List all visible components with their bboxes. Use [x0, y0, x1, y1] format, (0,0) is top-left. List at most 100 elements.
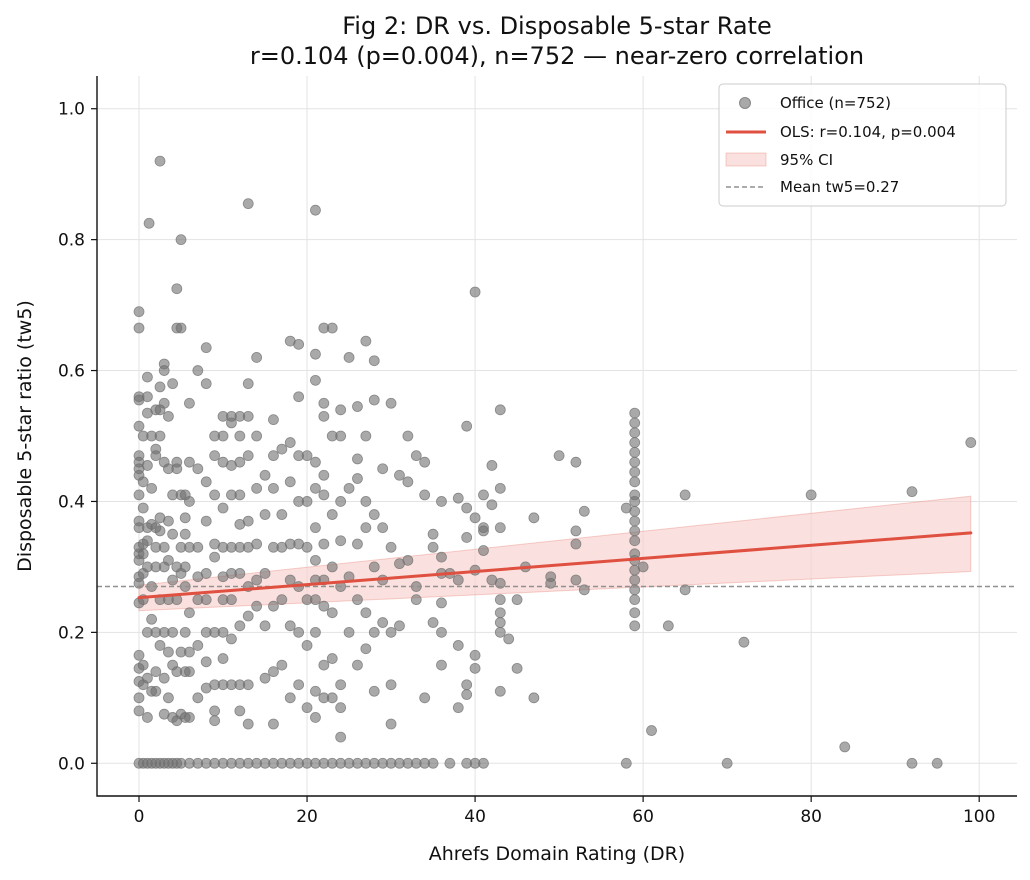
data-point-412 [629, 427, 641, 439]
data-point-194 [242, 410, 254, 422]
data-point-443 [931, 757, 943, 769]
data-point-370 [469, 286, 481, 298]
data-point-402 [570, 456, 582, 468]
data-point-353 [436, 551, 447, 563]
data-point-16 [133, 577, 145, 589]
data-point-379 [478, 545, 489, 556]
data-point-140 [200, 342, 212, 354]
data-point-208 [251, 600, 263, 612]
data-point-182 [234, 430, 246, 442]
data-point-92 [167, 528, 179, 540]
data-point-321 [377, 463, 389, 475]
data-point-4 [133, 420, 145, 432]
data-point-362 [452, 640, 464, 651]
data-point-296 [343, 482, 355, 494]
data-point-398 [528, 692, 540, 704]
ols-line-group [137, 531, 973, 600]
data-point-308 [360, 430, 372, 442]
data-point-93 [167, 574, 179, 586]
data-point-338 [402, 554, 414, 566]
data-point-422 [629, 525, 641, 537]
data-point-232 [284, 476, 296, 488]
data-point-410 [629, 407, 641, 419]
data-point-203 [251, 352, 263, 363]
data-point-184 [234, 489, 246, 501]
data-point-167 [217, 626, 229, 638]
legend-label-ols: OLS: r=0.104, p=0.004 [780, 123, 956, 141]
data-point-239 [293, 391, 305, 403]
x-tick-label-2: 40 [464, 807, 486, 827]
data-point-147 [200, 656, 212, 668]
data-point-314 [368, 355, 380, 367]
data-point-368 [461, 689, 473, 700]
data-point-161 [217, 430, 229, 442]
data-point-199 [242, 610, 254, 622]
data-point-222 [268, 718, 279, 730]
data-point-116 [179, 512, 191, 524]
data-point-193 [242, 378, 254, 390]
data-point-393 [503, 633, 515, 645]
data-point-201 [242, 718, 254, 730]
data-point-248 [301, 496, 313, 507]
data-point-128 [184, 646, 195, 658]
data-point-315 [368, 394, 380, 406]
data-point-61 [150, 685, 162, 697]
data-point-154 [209, 551, 221, 563]
data-point-373 [469, 649, 481, 661]
data-point-329 [385, 679, 397, 691]
data-point-238 [293, 338, 305, 350]
data-point-317 [368, 561, 380, 573]
data-point-332 [394, 469, 405, 481]
data-point-271 [318, 489, 330, 501]
data-point-206 [251, 538, 263, 550]
data-point-256 [310, 374, 321, 386]
data-point-361 [452, 574, 464, 586]
data-point-220 [268, 600, 279, 612]
data-point-432 [637, 561, 649, 573]
data-point-286 [335, 404, 347, 416]
data-point-94 [167, 626, 179, 638]
data-point-287 [335, 430, 347, 442]
data-point-330 [385, 718, 397, 730]
data-point-387 [494, 577, 506, 589]
x-tick-label-0: 0 [134, 807, 145, 827]
data-point-251 [301, 640, 313, 651]
data-point-275 [318, 659, 330, 671]
data-point-371 [469, 512, 481, 524]
data-point-118 [179, 561, 191, 573]
data-point-195 [242, 450, 254, 462]
data-point-9 [133, 489, 145, 501]
data-point-64 [154, 381, 166, 393]
data-point-278 [326, 322, 338, 334]
data-point-392 [494, 685, 506, 697]
data-point-168 [217, 653, 229, 664]
data-point-386 [494, 522, 506, 534]
data-point-37 [142, 460, 153, 471]
data-point-414 [629, 446, 641, 458]
data-point-423 [629, 535, 641, 547]
data-point-252 [301, 702, 313, 714]
data-point-196 [242, 515, 254, 527]
data-point-214 [259, 672, 271, 684]
data-point-55 [150, 450, 162, 462]
data-point-101 [171, 463, 183, 475]
data-point-74 [158, 397, 170, 409]
data-point-145 [200, 594, 212, 606]
data-point-210 [259, 469, 271, 481]
data-point-282 [326, 607, 338, 619]
data-point-235 [284, 620, 296, 632]
data-point-391 [494, 626, 506, 638]
data-point-404 [570, 538, 582, 550]
data-point-217 [268, 450, 279, 462]
data-point-400 [545, 577, 557, 589]
data-point-431 [629, 620, 641, 632]
data-point-124 [184, 456, 195, 468]
data-point-134 [192, 541, 204, 553]
x-tick-label-4: 80 [800, 807, 822, 827]
data-point-47 [146, 482, 158, 494]
data-point-221 [268, 666, 279, 678]
data-point-433 [646, 725, 657, 736]
data-point-367 [461, 679, 473, 691]
data-point-444 [965, 437, 977, 448]
data-point-1 [133, 322, 145, 334]
